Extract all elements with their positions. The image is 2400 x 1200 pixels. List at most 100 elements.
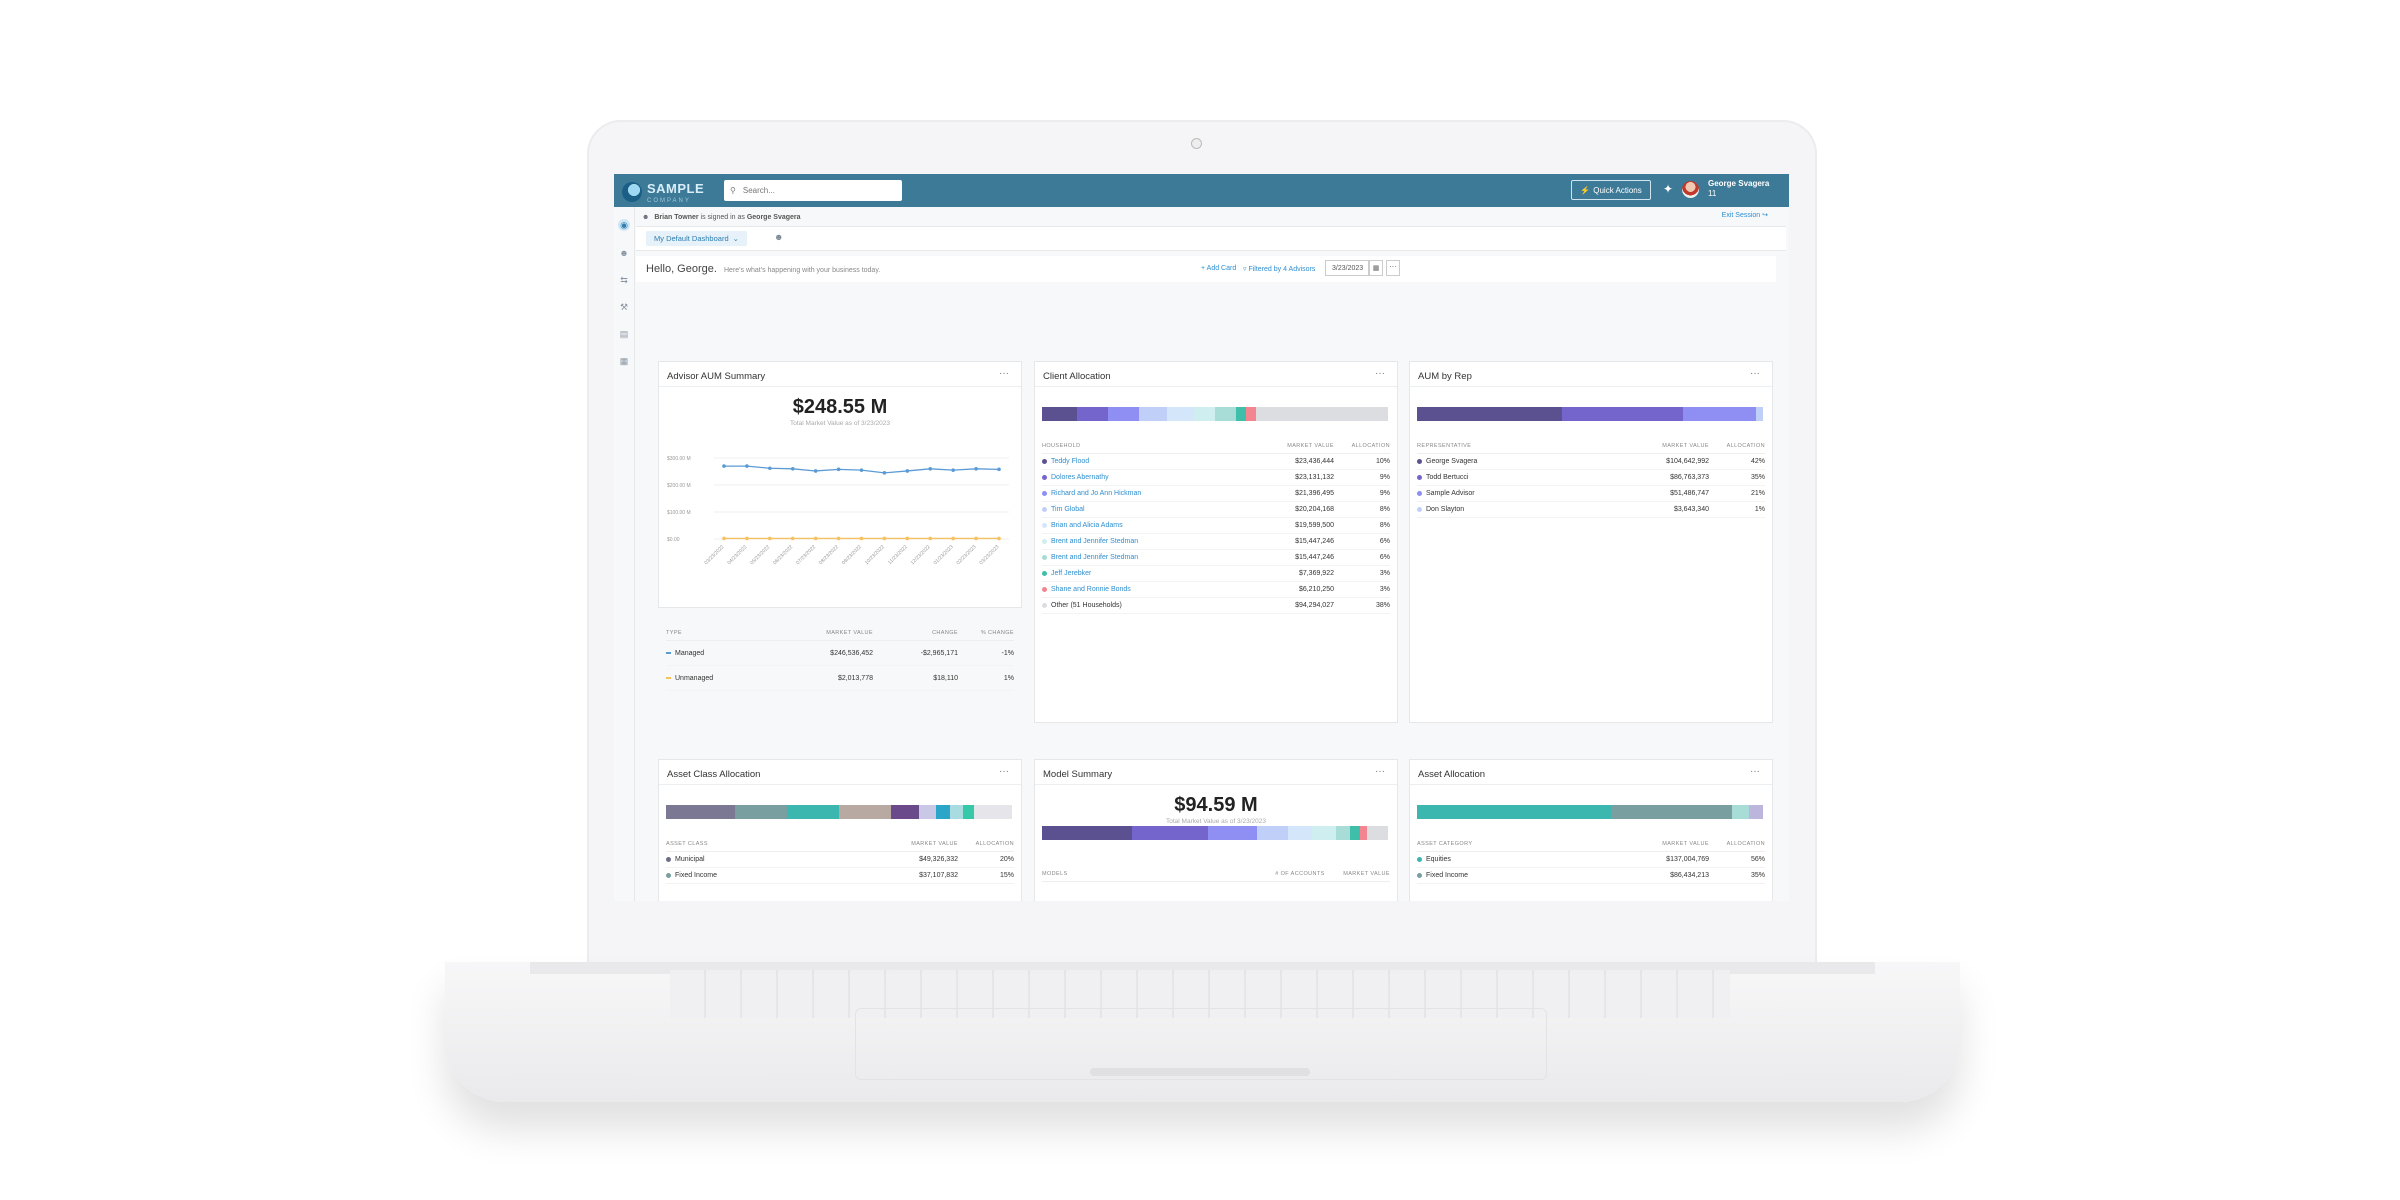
avatar[interactable] <box>1682 181 1699 198</box>
company-logo[interactable]: SAMPLE COMPANY <box>622 180 704 204</box>
asset-class-bar <box>666 805 1012 819</box>
table-row[interactable]: Tim Global $20,204,168 8% <box>1042 502 1390 518</box>
user-name: George Svagera <box>1708 179 1770 188</box>
row-allocation: 8% <box>1379 506 1390 513</box>
col-market-value: MARKET VALUE <box>911 841 958 847</box>
table-row[interactable]: Other (51 Households) $94,294,027 38% <box>1042 598 1390 614</box>
row-market-value: $23,131,132 <box>1295 474 1334 481</box>
table-row[interactable]: Brian and Alicia Adams $19,599,500 8% <box>1042 518 1390 534</box>
card-menu-icon[interactable]: ··· <box>1750 766 1760 777</box>
table-header: TYPE MARKET VALUE CHANGE % CHANGE <box>666 630 1014 641</box>
bar-segment <box>787 805 839 819</box>
side-nav: ◉ ☻ ⇆ ⚒ ▤ ▦ <box>614 207 635 901</box>
row-name[interactable]: Richard and Jo Ann Hickman <box>1051 490 1142 497</box>
bar-segment <box>838 805 891 819</box>
quick-actions-button[interactable]: ⚡ Quick Actions <box>1571 180 1651 200</box>
table-row[interactable]: Brent and Jennifer Stedman $15,447,246 6% <box>1042 550 1390 566</box>
table-row[interactable]: Shane and Ronnie Bonds $6,210,250 3% <box>1042 582 1390 598</box>
reports-icon[interactable]: ▦ <box>619 356 629 366</box>
share-user-icon[interactable]: ☻ <box>774 232 784 242</box>
table-row[interactable]: Teddy Flood $23,436,444 10% <box>1042 454 1390 470</box>
row-market-value: $37,107,832 <box>919 872 958 879</box>
table-row[interactable]: Sample Advisor $51,486,747 21% <box>1417 486 1765 502</box>
card-menu-icon[interactable]: ··· <box>1375 368 1385 379</box>
table-row[interactable]: Fixed Income $86,434,213 35% <box>1417 868 1765 884</box>
calendar-icon[interactable]: ▦ <box>1369 260 1383 276</box>
row-name-cell: Richard and Jo Ann Hickman <box>1042 490 1244 497</box>
table-row[interactable]: Dolores Abernathy $23,131,132 9% <box>1042 470 1390 486</box>
x-tick-label: 04/23/2022 <box>726 544 748 566</box>
bar-segment <box>1246 407 1257 421</box>
divider <box>1035 386 1397 387</box>
dashboard-icon[interactable]: ◉ <box>618 219 630 231</box>
col-market-value: MARKET VALUE <box>1662 443 1709 449</box>
legend-dot <box>1417 507 1422 512</box>
table-row[interactable]: Brent and Jennifer Stedman $15,447,246 6% <box>1042 534 1390 550</box>
row-name[interactable]: Jeff Jerebker <box>1051 570 1092 577</box>
add-card-button[interactable]: + Add Card <box>1201 265 1237 272</box>
row-market-value: $86,434,213 <box>1670 872 1709 879</box>
data-point <box>951 536 955 541</box>
bar-segment <box>949 805 964 819</box>
card-menu-icon[interactable]: ··· <box>999 368 1009 379</box>
greeting-subtitle: Here's what's happening with your busine… <box>724 267 881 274</box>
row-name[interactable]: Dolores Abernathy <box>1051 474 1109 481</box>
table-row[interactable]: Richard and Jo Ann Hickman $21,396,495 9% <box>1042 486 1390 502</box>
table-row[interactable]: Municipal $49,326,332 20% <box>666 852 1014 868</box>
col-models: MODELS <box>1042 871 1068 877</box>
card-title: Advisor AUM Summary <box>667 371 766 382</box>
logo-text: SAMPLE <box>647 181 705 196</box>
trades-icon[interactable]: ⇆ <box>620 275 628 285</box>
col-num-accounts: # OF ACCOUNTS <box>1275 871 1325 877</box>
advisor-aum-summary-card: Advisor AUM Summary ··· $248.55 M Total … <box>658 361 1022 691</box>
bar-segment <box>735 805 788 819</box>
aum-by-rep-card: AUM by Rep ··· REPRESENTATIVE MARKET VAL… <box>1409 361 1773 723</box>
filter-advisors-button[interactable]: ▿ Filtered by 4 Advisors <box>1243 265 1315 273</box>
data-point <box>859 536 864 541</box>
tab-default-dashboard[interactable]: My Default Dashboard ⌄ <box>646 231 747 246</box>
row-name[interactable]: Brian and Alicia Adams <box>1051 522 1123 529</box>
card-menu-icon[interactable]: ··· <box>1750 368 1760 379</box>
model-table: MODELS # OF ACCOUNTS MARKET VALUE <box>1042 871 1390 882</box>
data-point <box>836 467 841 472</box>
tab-label: My Default Dashboard <box>654 234 729 243</box>
more-options-button[interactable]: ··· <box>1386 260 1400 276</box>
card-menu-icon[interactable]: ··· <box>999 766 1009 777</box>
table-row[interactable]: George Svagera $104,642,992 42% <box>1417 454 1765 470</box>
search-box[interactable]: ⚲ <box>724 180 902 201</box>
row-allocation: 15% <box>999 872 1014 879</box>
card-menu-icon[interactable]: ··· <box>1375 766 1385 777</box>
exit-session-link[interactable]: Exit Session ↪ <box>1721 212 1768 219</box>
puzzle-icon[interactable]: ✦ <box>1663 182 1674 196</box>
table-row[interactable]: Fixed Income $37,107,832 15% <box>666 868 1014 884</box>
card-title: Asset Allocation <box>1418 769 1486 780</box>
table-row[interactable]: Don Slayton $3,643,340 1% <box>1417 502 1765 518</box>
table-row[interactable]: Todd Bertucci $86,763,373 35% <box>1417 470 1765 486</box>
row-name[interactable]: Shane and Ronnie Bonds <box>1051 586 1131 593</box>
table-row[interactable]: Managed $246,536,452 -$2,965,171 -1% <box>666 641 1014 666</box>
document-icon[interactable]: ▤ <box>619 329 629 339</box>
user-info[interactable]: George Svagera 11 <box>1708 179 1769 199</box>
table-row[interactable]: Equities $137,004,769 56% <box>1417 852 1765 868</box>
row-name-cell: Shane and Ronnie Bonds <box>1042 586 1244 593</box>
asset-class-table: ASSET CLASS MARKET VALUE ALLOCATION Muni… <box>666 841 1014 884</box>
date-input[interactable]: 3/23/2023 <box>1325 260 1369 276</box>
row-name[interactable]: Teddy Flood <box>1051 458 1090 465</box>
lightning-icon: ⚡ <box>1580 185 1591 195</box>
col-market-value: MARKET VALUE <box>1343 871 1390 877</box>
search-input[interactable] <box>740 185 895 196</box>
tools-icon[interactable]: ⚒ <box>619 302 629 312</box>
table-row[interactable]: Unmanaged $2,013,778 $18,110 1% <box>666 666 1014 691</box>
row-allocation: 3% <box>1379 570 1390 577</box>
row-name[interactable]: Brent and Jennifer Stedman <box>1051 554 1139 561</box>
row-name[interactable]: Tim Global <box>1051 506 1085 513</box>
people-icon[interactable]: ☻ <box>619 248 629 258</box>
row-market-value: $86,763,373 <box>1670 474 1709 481</box>
data-point <box>882 471 887 475</box>
asset-allocation-bar <box>1417 805 1763 819</box>
data-point <box>790 467 795 471</box>
x-tick-label: 12/23/2022 <box>910 544 932 566</box>
row-name[interactable]: Brent and Jennifer Stedman <box>1051 538 1139 545</box>
row-name-cell: Brent and Jennifer Stedman <box>1042 554 1244 561</box>
table-row[interactable]: Jeff Jerebker $7,369,922 3% <box>1042 566 1390 582</box>
